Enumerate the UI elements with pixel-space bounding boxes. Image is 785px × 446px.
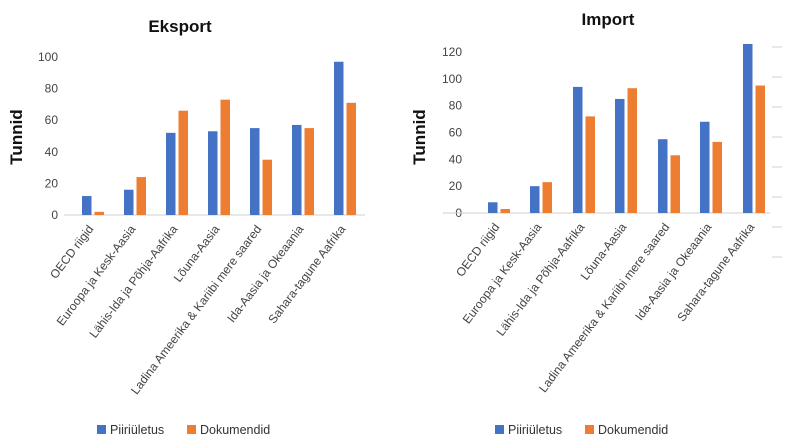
x-category-label: Euroopa ja Kesk-Aasia <box>54 222 139 328</box>
x-category-label: Euroopa ja Kesk-Aasia <box>460 220 545 326</box>
legend-1: Piiriületus Dokumendid <box>495 423 668 437</box>
x-category-label: Sahara-tagune Aafrika <box>674 220 757 324</box>
x-category-label: Lähis-Ida ja Põhja-Aafrika <box>494 220 588 338</box>
bar-dokumendid <box>136 177 146 215</box>
chart-title: Import <box>582 10 635 29</box>
bar-piiriuletus <box>334 61 344 215</box>
bar-dokumendid <box>627 88 637 213</box>
bar-piiriuletus <box>700 121 710 213</box>
bar-dokumendid <box>542 182 552 213</box>
y-tick-label: 100 <box>38 50 58 64</box>
bar-dokumendid <box>262 159 272 215</box>
legend-label: Piiriületus <box>110 423 164 437</box>
legend-swatch <box>187 425 196 434</box>
y-tick-label: 60 <box>45 113 59 127</box>
y-tick-label: 40 <box>45 145 59 159</box>
bar-piiriuletus <box>292 124 302 215</box>
bar-dokumendid <box>500 208 510 213</box>
y-tick-label: 80 <box>45 82 59 96</box>
y-axis-label: Tunnid <box>410 109 429 164</box>
y-tick-label: 0 <box>51 208 58 222</box>
legend-label: Piiriületus <box>508 423 562 437</box>
bar-piiriuletus <box>488 202 498 213</box>
bar-dokumendid <box>585 116 595 213</box>
x-category-label: Ida-Aasia ja Okeaania <box>224 222 306 325</box>
x-category-label: Sahara-tagune Aafrika <box>265 222 348 326</box>
bar-dokumendid <box>670 155 680 213</box>
bar-dokumendid <box>755 85 765 213</box>
y-tick-label: 100 <box>442 72 462 86</box>
chart-title: Eksport <box>148 17 212 36</box>
bar-dokumendid <box>304 128 314 215</box>
legend-swatch <box>97 425 106 434</box>
bar-piiriuletus <box>615 98 625 213</box>
bar-piiriuletus <box>743 43 753 214</box>
legend-swatch <box>495 425 504 434</box>
bar-piiriuletus <box>250 128 260 215</box>
y-tick-label: 20 <box>45 176 59 190</box>
bar-dokumendid <box>94 211 104 215</box>
legend-label: Dokumendid <box>200 423 270 437</box>
bar-dokumendid <box>220 99 230 215</box>
legend-label: Dokumendid <box>598 423 668 437</box>
bar-dokumendid <box>178 110 188 215</box>
y-tick-label: 80 <box>449 99 463 113</box>
legend-swatch <box>585 425 594 434</box>
y-axis-label: Tunnid <box>7 109 26 164</box>
y-tick-label: 20 <box>449 179 463 193</box>
x-category-label: Ida-Aasia ja Okeaania <box>632 220 714 323</box>
y-tick-label: 40 <box>449 152 463 166</box>
bar-piiriuletus <box>208 131 218 215</box>
y-tick-label: 120 <box>442 45 462 59</box>
bar-piiriuletus <box>124 189 134 215</box>
y-tick-label: 60 <box>449 126 463 140</box>
bar-piiriuletus <box>82 196 92 215</box>
bar-dokumendid <box>346 102 356 215</box>
bar-piiriuletus <box>166 132 176 215</box>
bar-piiriuletus <box>530 186 540 213</box>
bar-dokumendid <box>712 141 722 213</box>
bar-piiriuletus <box>658 139 668 213</box>
x-category-label: Lähis-Ida ja Põhja-Aafrika <box>87 222 181 340</box>
legend-0: Piiriületus Dokumendid <box>97 423 270 437</box>
bar-piiriuletus <box>573 86 583 213</box>
